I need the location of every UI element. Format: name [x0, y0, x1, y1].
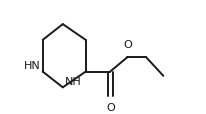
Text: O: O: [123, 40, 132, 50]
Text: HN: HN: [24, 61, 41, 70]
Text: NH: NH: [65, 76, 82, 86]
Text: O: O: [107, 102, 115, 112]
